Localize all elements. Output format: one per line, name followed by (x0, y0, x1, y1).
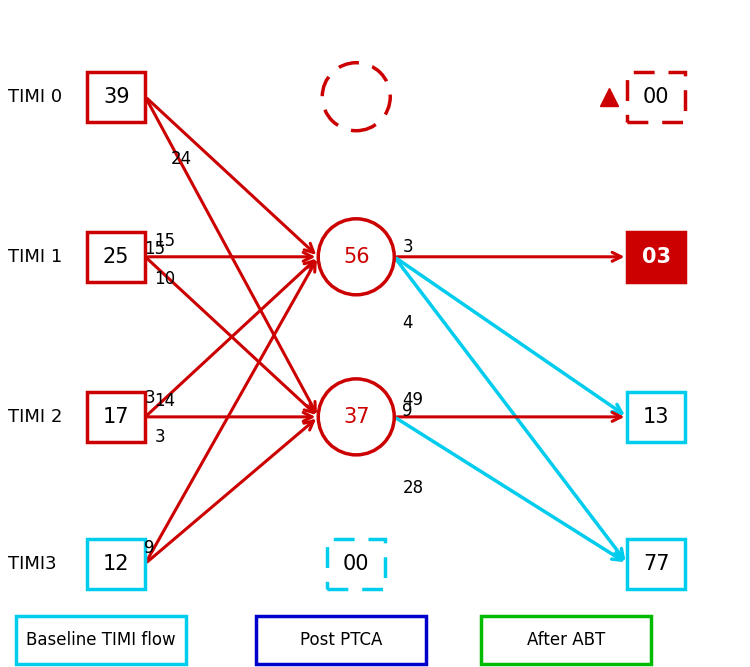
Text: 56: 56 (343, 247, 370, 267)
Text: 24: 24 (171, 150, 192, 168)
Bar (627, 232, 686, 281)
Circle shape (318, 219, 394, 295)
Bar (87, 232, 146, 281)
Text: 25: 25 (103, 247, 130, 267)
Text: 49: 49 (402, 392, 423, 410)
Circle shape (318, 379, 394, 455)
Text: 15: 15 (154, 232, 176, 250)
Circle shape (322, 63, 390, 131)
Bar (627, 72, 686, 121)
Text: After ABT: After ABT (527, 632, 605, 649)
Text: TIMI 2: TIMI 2 (8, 408, 62, 426)
Text: 17: 17 (103, 407, 130, 427)
Text: 4: 4 (402, 314, 412, 332)
Text: 10: 10 (154, 269, 176, 287)
Text: 39: 39 (103, 87, 130, 107)
Bar (256, 616, 426, 664)
Bar (482, 616, 651, 664)
Text: TIMI3: TIMI3 (8, 555, 57, 572)
Text: 28: 28 (402, 480, 423, 497)
Text: 00: 00 (643, 87, 670, 107)
Text: 03: 03 (642, 247, 670, 267)
Bar (327, 539, 386, 588)
Text: TIMI 1: TIMI 1 (8, 248, 62, 265)
Bar (87, 539, 146, 588)
Bar (87, 72, 146, 121)
Text: 12: 12 (103, 554, 130, 574)
Text: 77: 77 (643, 554, 670, 574)
Bar (16, 616, 186, 664)
Text: TIMI 0: TIMI 0 (8, 88, 62, 105)
Text: 9: 9 (144, 539, 154, 557)
Text: Post PTCA: Post PTCA (300, 632, 382, 649)
Text: 00: 00 (343, 554, 370, 574)
Bar (627, 392, 686, 442)
Text: 3: 3 (402, 238, 412, 256)
Text: 15: 15 (144, 240, 165, 257)
Text: 9: 9 (402, 402, 412, 420)
Text: 37: 37 (343, 407, 370, 427)
Text: 3: 3 (154, 428, 165, 446)
Bar (627, 539, 686, 588)
Text: 13: 13 (643, 407, 670, 427)
Bar (87, 392, 146, 442)
Text: 14: 14 (154, 392, 176, 410)
Text: Baseline TIMI flow: Baseline TIMI flow (26, 632, 176, 649)
Text: 3: 3 (144, 390, 154, 408)
